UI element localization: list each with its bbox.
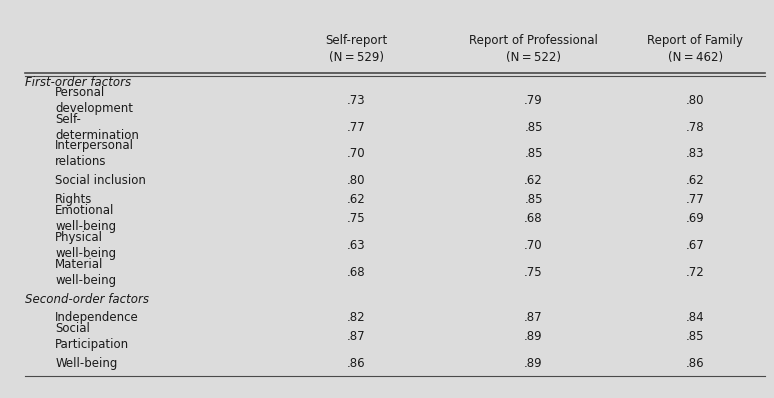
Text: .86: .86 <box>347 357 365 369</box>
Text: Interpersonal
relations: Interpersonal relations <box>56 139 135 168</box>
Text: Report of Family
(N = 462): Report of Family (N = 462) <box>648 34 744 64</box>
Text: .75: .75 <box>347 212 365 225</box>
Text: .67: .67 <box>686 239 705 252</box>
Text: .85: .85 <box>524 147 543 160</box>
Text: .77: .77 <box>686 193 705 206</box>
Text: Self-
determination: Self- determination <box>56 113 139 142</box>
Text: .85: .85 <box>687 330 705 343</box>
Text: .79: .79 <box>524 94 543 107</box>
Text: .78: .78 <box>687 121 705 134</box>
Text: .83: .83 <box>687 147 705 160</box>
Text: .85: .85 <box>524 193 543 206</box>
Text: .85: .85 <box>524 121 543 134</box>
Text: Independence: Independence <box>56 311 139 324</box>
Text: .75: .75 <box>524 266 543 279</box>
Text: .68: .68 <box>347 266 365 279</box>
Text: Social inclusion: Social inclusion <box>56 174 146 187</box>
Text: .87: .87 <box>524 311 543 324</box>
Text: .62: .62 <box>686 174 705 187</box>
Text: .77: .77 <box>347 121 365 134</box>
Text: Self-report
(N = 529): Self-report (N = 529) <box>325 34 387 64</box>
Text: .82: .82 <box>347 311 365 324</box>
Text: .89: .89 <box>524 357 543 369</box>
Text: .84: .84 <box>687 311 705 324</box>
Text: .62: .62 <box>524 174 543 187</box>
Text: Well-being: Well-being <box>56 357 118 369</box>
Text: Emotional
well-being: Emotional well-being <box>56 204 117 233</box>
Text: .87: .87 <box>347 330 365 343</box>
Text: Personal
development: Personal development <box>56 86 133 115</box>
Text: .63: .63 <box>347 239 365 252</box>
Text: .69: .69 <box>686 212 705 225</box>
Text: .68: .68 <box>524 212 543 225</box>
Text: Social
Participation: Social Participation <box>56 322 129 351</box>
Text: .73: .73 <box>347 94 365 107</box>
Text: Material
well-being: Material well-being <box>56 258 117 287</box>
Text: .72: .72 <box>686 266 705 279</box>
Text: .80: .80 <box>347 174 365 187</box>
Text: .70: .70 <box>347 147 365 160</box>
Text: .89: .89 <box>524 330 543 343</box>
Text: .70: .70 <box>524 239 543 252</box>
Text: .80: .80 <box>687 94 705 107</box>
Text: .62: .62 <box>347 193 365 206</box>
Text: Report of Professional
(N = 522): Report of Professional (N = 522) <box>469 34 598 64</box>
Text: Physical
well-being: Physical well-being <box>56 231 117 260</box>
Text: First-order factors: First-order factors <box>25 76 131 89</box>
Text: Rights: Rights <box>56 193 93 206</box>
Text: .86: .86 <box>687 357 705 369</box>
Text: Second-order factors: Second-order factors <box>25 293 149 306</box>
